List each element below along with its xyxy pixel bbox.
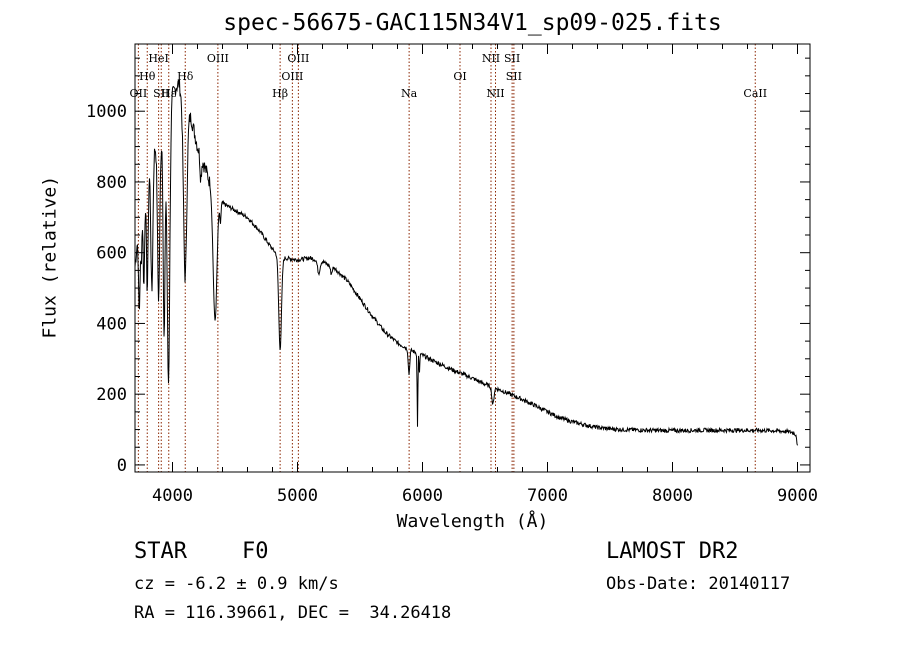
line-label-2: HeI [148,52,168,65]
observation-date: Obs-Date: 20140117 [606,574,791,594]
chart-title: spec-56675-GAC115N34V1_sp09-025.fits [223,10,722,36]
line-label-9: OIII [287,52,309,65]
line-label-6: OIII [207,52,229,65]
x-tick-label-8000: 8000 [652,486,693,506]
line-label-13: NII [486,87,504,100]
line-label-15: SII [506,70,522,83]
line-label-5: Hδ [177,70,194,83]
y-tick-label-600: 600 [96,244,127,264]
axis-ticks [135,44,810,472]
axis-tick-labels: 4000 5000 6000 7000 8000 9000 0 200 400 600 800 100… [86,102,818,506]
line-label-0: OII [130,87,148,100]
spectral-subclass: F0 [242,539,269,564]
line-label-14: SII [504,52,520,65]
y-axis-label: Flux (relative) [39,175,61,339]
line-label-4: Hε [161,87,177,100]
redshift-value: cz = -6.2 ± 0.9 km/s [134,574,339,594]
x-tick-label-9000: 9000 [777,486,818,506]
line-label-8: OIII [281,70,303,83]
line-label-1: Hθ [139,70,156,83]
emission-line-markers [137,44,756,472]
line-label-10: Na [401,87,418,100]
plot-frame [134,43,811,473]
survey-name: LAMOST DR2 [606,539,739,564]
x-tick-label-5000: 5000 [277,486,318,506]
x-axis-label: Wavelength (Å) [396,511,549,532]
y-tick-label-400: 400 [96,314,127,334]
emission-line-labels: OIIHθHeISIIHεHδOIIIHβOIIIOIIINaOINIINIIS… [130,52,768,100]
spectrum-line [134,79,798,446]
y-tick-label-800: 800 [96,173,127,193]
x-tick-label-4000: 4000 [152,486,193,506]
x-tick-label-7000: 7000 [527,486,568,506]
y-tick-label-200: 200 [96,385,127,405]
line-label-3: SII [153,87,169,100]
x-tick-label-6000: 6000 [402,486,443,506]
coordinates: RA = 116.39661, DEC = 34.26418 [134,603,452,623]
y-tick-label-0: 0 [117,456,127,476]
line-label-7: Hβ [272,87,288,100]
line-label-11: OI [453,70,466,83]
line-label-16: CaII [743,87,767,100]
line-label-12: NII [482,52,500,65]
object-class: STAR [134,539,187,564]
y-tick-label-1000: 1000 [86,102,127,122]
